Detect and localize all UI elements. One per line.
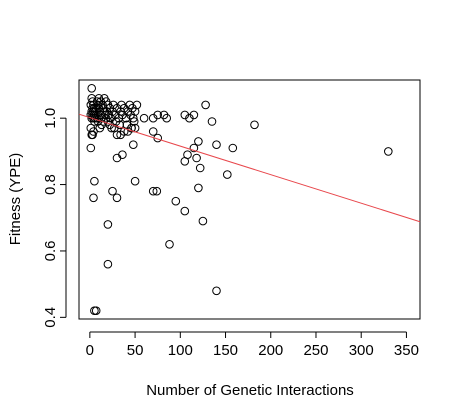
data-point [162, 113, 171, 123]
data-point [195, 163, 205, 173]
x-tick-label: 150 [213, 342, 238, 359]
data-point [129, 113, 138, 123]
data-point [171, 196, 181, 206]
plot-frame [78, 79, 421, 320]
data-point [91, 306, 101, 316]
data-point [201, 100, 210, 110]
x-tick-label: 300 [349, 342, 374, 359]
data-point [194, 137, 203, 146]
y-tick-label: 0.8 [42, 174, 59, 195]
data-point [180, 206, 190, 216]
data-point [148, 127, 158, 136]
x-axis-label: Number of Genetic Interactions [146, 382, 354, 399]
data-point [127, 123, 136, 133]
data-point [118, 150, 127, 159]
data-point [153, 110, 162, 120]
y-axis-label: Fitness (YPE) [7, 153, 24, 246]
data-point [148, 186, 158, 196]
data-point [130, 107, 140, 116]
y-tick-label: 0.4 [42, 307, 59, 328]
y-axis: 0.4 0.6 0.8 1.0 [42, 108, 67, 328]
data-point [103, 259, 113, 269]
x-tick-label: 200 [258, 342, 283, 359]
data-point [228, 143, 238, 153]
x-tick-label: 50 [127, 342, 144, 359]
data-point [223, 170, 232, 179]
x-tick-label: 250 [303, 342, 328, 359]
data-point [88, 130, 97, 140]
data-point [250, 120, 259, 130]
data-point [119, 127, 129, 136]
data-point [103, 220, 113, 229]
data-point [212, 286, 221, 296]
data-point [112, 130, 122, 140]
data-point [112, 193, 122, 203]
data-point [129, 140, 138, 149]
data-point [198, 216, 208, 226]
data-point [207, 117, 217, 126]
data-point [89, 127, 98, 136]
data-point [130, 176, 140, 186]
data-point [192, 153, 201, 163]
data-point [132, 100, 142, 110]
x-tick-label: 350 [394, 342, 419, 359]
data-point [152, 186, 162, 196]
data-point [90, 117, 99, 126]
regression-line [78, 113, 421, 223]
data-point [165, 240, 174, 249]
data-point [180, 157, 190, 166]
data-point [108, 186, 117, 196]
data-point [89, 193, 98, 203]
data-point [384, 147, 393, 156]
data-point [139, 113, 149, 123]
data-point [212, 140, 221, 149]
data-point [86, 143, 96, 153]
data-point [189, 143, 199, 153]
x-tick-label: 100 [168, 342, 193, 359]
data-points [86, 84, 393, 316]
data-point [90, 306, 99, 316]
data-point [90, 176, 99, 186]
y-tick-label: 0.6 [42, 241, 59, 262]
x-axis: 0 50 100 150 200 250 300 350 [86, 331, 419, 359]
data-point [87, 84, 96, 93]
y-tick-label: 1.0 [42, 108, 59, 129]
x-tick-label: 0 [86, 342, 94, 359]
data-point [194, 183, 203, 193]
data-point [189, 110, 199, 120]
